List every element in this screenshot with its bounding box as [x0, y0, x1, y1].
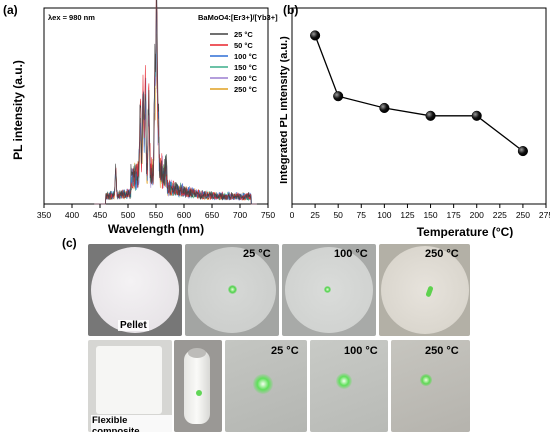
- x-tick-label-b: 125: [400, 210, 414, 220]
- photo-label: 100 °C: [344, 345, 378, 357]
- y-axis-label-b: Integrated PL intensity (a.u.): [280, 36, 290, 184]
- photo-label: Pellet: [118, 320, 149, 331]
- x-tick-label-b: 200: [470, 210, 484, 220]
- annotation-composition: BaMoO4:[Er3+]/[Yb3+] ~ 0.3: [198, 13, 280, 22]
- legend-a: 25 °C 50 °C 100 °C 150 °C 200 °C 250 °C: [210, 30, 258, 94]
- photo-composite-100c: 100 °C: [310, 340, 388, 432]
- photo-label: 25 °C: [271, 345, 299, 357]
- spectrum-series-line: [94, 0, 257, 205]
- data-point: [471, 110, 482, 121]
- x-tick-label-b: 150: [423, 210, 437, 220]
- plot-frame-b: [291, 7, 547, 205]
- panel-label-a: (a): [3, 3, 18, 17]
- x-axis-label-b: Temperature (°C): [417, 225, 514, 238]
- photo-label: Flexible composite: [91, 415, 172, 432]
- integrated-intensity-chart: 0 25 50 75 100 125 150 175 200 225 250 275 Temperat…: [280, 7, 550, 238]
- spectrum-lines: [94, 0, 257, 205]
- photo-pellet: Pellet: [88, 244, 182, 336]
- photo-pellet-100c: 100 °C: [282, 244, 376, 336]
- laser-spot: [336, 373, 352, 389]
- photo-label: 25 °C: [243, 248, 271, 260]
- x-tick-label-b: 175: [447, 210, 461, 220]
- x-tick-label-a: 400: [65, 210, 79, 220]
- x-tick-label-a: 500: [121, 210, 135, 220]
- laser-spot: [228, 285, 237, 294]
- laser-spot: [253, 374, 273, 394]
- laser-spot: [324, 286, 331, 293]
- x-tick-label-b: 25: [310, 210, 320, 220]
- laser-spot: [196, 390, 202, 396]
- panel-label-b: (b): [283, 3, 299, 17]
- x-ticks-b: 0 25 50 75 100 125 150 175 200 225 250 275: [290, 204, 550, 220]
- intensity-points: [310, 30, 528, 157]
- spectrum-series-line: [94, 0, 257, 205]
- pl-spectrum-chart: 350 400 450 500 550 600 650 700 750 λex = 980 nm…: [11, 0, 280, 236]
- legend-entry: 25 °C: [234, 30, 253, 39]
- x-tick-label-b: 50: [333, 210, 343, 220]
- x-tick-label-b: 275: [539, 210, 550, 220]
- x-tick-label-a: 600: [177, 210, 191, 220]
- photo-label: 250 °C: [425, 248, 459, 260]
- x-tick-label-b: 75: [357, 210, 367, 220]
- spectrum-series-line: [94, 0, 257, 205]
- photo-pellet-250c: 250 °C: [379, 244, 470, 336]
- photo-label: 250 °C: [425, 345, 459, 357]
- legend-entry: 200 °C: [234, 74, 258, 83]
- x-tick-label-b: 225: [493, 210, 507, 220]
- data-point: [333, 91, 344, 102]
- x-tick-label-b: 100: [377, 210, 391, 220]
- annotation-excitation: λex = 980 nm: [48, 13, 95, 22]
- laser-spot: [420, 374, 432, 386]
- photo-pellet-25c: 25 °C: [185, 244, 279, 336]
- photo-flexible-composite: Flexible composite: [88, 340, 172, 432]
- x-tick-label-a: 650: [205, 210, 219, 220]
- legend-entry: 150 °C: [234, 63, 258, 72]
- photo-rolled-composite: [174, 340, 222, 432]
- x-tick-label-a: 750: [261, 210, 275, 220]
- spectrum-series-line: [94, 33, 257, 205]
- data-point: [379, 102, 390, 114]
- legend-entry: 100 °C: [234, 52, 258, 61]
- photo-label: 100 °C: [334, 248, 368, 260]
- legend-entry: 250 °C: [234, 85, 258, 94]
- x-tick-label-a: 350: [37, 210, 51, 220]
- photo-composite-250c: 250 °C: [391, 340, 470, 432]
- x-axis-label-a: Wavelength (nm): [108, 222, 204, 236]
- y-axis-label-a: PL intensity (a.u.): [11, 60, 25, 160]
- x-tick-label-b: 250: [516, 210, 530, 220]
- data-point: [425, 110, 436, 121]
- spectrum-series-line: [94, 0, 257, 205]
- x-tick-label-b: 0: [290, 210, 295, 220]
- legend-entry: 50 °C: [234, 41, 253, 50]
- spectrum-series-line: [94, 40, 257, 205]
- x-tick-label-a: 550: [149, 210, 163, 220]
- x-tick-label-a: 450: [93, 210, 107, 220]
- x-tick-label-a: 700: [233, 210, 247, 220]
- data-point: [310, 30, 321, 41]
- data-point: [517, 146, 528, 157]
- photo-panel: Pellet 25 °C 100 °C 250 °C Flexible comp…: [88, 244, 470, 432]
- photo-composite-25c: 25 °C: [225, 340, 307, 432]
- panel-label-c: (c): [62, 236, 77, 250]
- intensity-line: [314, 35, 524, 152]
- x-ticks-a: 350 400 450 500 550 600 650 700 750: [37, 204, 275, 220]
